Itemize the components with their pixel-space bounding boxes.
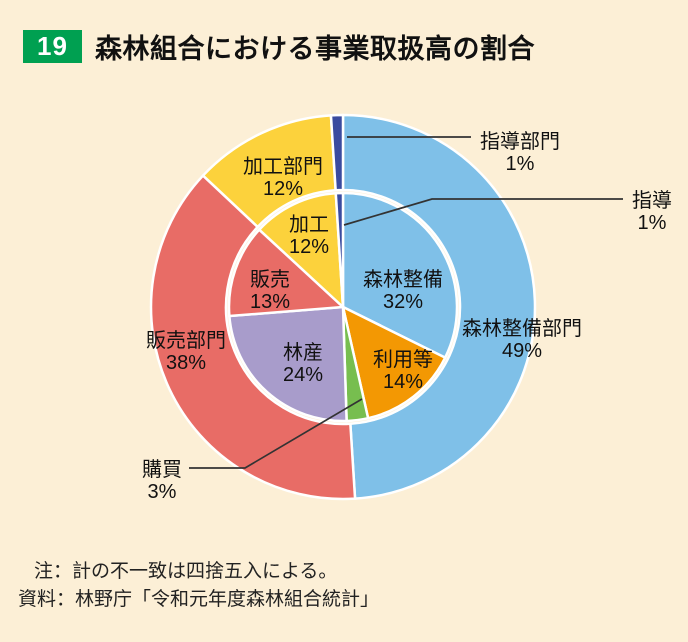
slice-label-outer_ring-1: 販売部門 38% [146, 330, 226, 374]
figure-number-badge: 19 [23, 30, 82, 63]
inner-slice-1 [341, 305, 447, 420]
callout-line-1 [343, 198, 623, 226]
slice-label-inner_ring-5: 加工 12% [289, 214, 329, 258]
slice-label-inner_ring-1: 利用等 14% [373, 349, 433, 393]
inner-slice-0 [341, 191, 459, 359]
slice-label-outer_ring-2: 加工部門 12% [243, 156, 323, 200]
slice-label-inner_ring-2: 購買 3% [142, 459, 182, 503]
slice-percent: 1% [505, 153, 535, 175]
outer-slice-1 [149, 174, 357, 501]
slice-name: 販売 [250, 269, 290, 291]
slice-name: 林産 [283, 342, 323, 364]
inner-slice-4 [227, 228, 345, 318]
slice-percent: 38% [165, 352, 207, 374]
slice-name: 森林整備 [363, 269, 443, 291]
slice-name: 加工部門 [243, 156, 323, 178]
slice-label-inner_ring-6: 指導 1% [632, 190, 672, 234]
slice-label-inner_ring-4: 販売 13% [250, 269, 290, 313]
slice-percent: 32% [382, 291, 424, 313]
outer-slice-0 [341, 113, 537, 500]
inner-slice-6 [334, 191, 345, 309]
inner-slice-3 [228, 305, 348, 423]
callout-line-2 [189, 398, 363, 469]
slice-percent: 49% [501, 340, 543, 362]
slice-name: 森林整備部門 [462, 318, 582, 340]
outer-slice-3 [329, 113, 345, 192]
slice-name: 指導 [632, 190, 672, 212]
slice-name: 利用等 [373, 349, 433, 371]
slice-percent: 3% [147, 481, 177, 503]
slice-label-inner_ring-3: 林産 24% [283, 342, 323, 386]
chart-note: 注：計の不一致は四捨五入による。 [34, 561, 338, 582]
slice-percent: 12% [262, 178, 304, 200]
chart-source: 資料：林野庁「令和元年度森林組合統計」 [18, 589, 380, 610]
slice-percent: 13% [249, 291, 291, 313]
slice-name: 販売部門 [146, 330, 226, 352]
chart-footnotes: 注：計の不一致は四捨五入による。 資料：林野庁「令和元年度森林組合統計」 [18, 558, 379, 614]
slice-label-outer_ring-0: 森林整備部門 49% [462, 318, 582, 362]
slice-name: 加工 [289, 214, 329, 236]
slice-percent: 1% [637, 212, 667, 234]
slice-label-outer_ring-3: 指導部門 1% [480, 131, 560, 175]
slice-name: 購買 [142, 459, 182, 481]
slice-percent: 12% [288, 236, 330, 258]
figure-header: 19 森林組合における事業取扱高の割合 [23, 27, 678, 66]
slice-percent: 14% [382, 371, 424, 393]
inner-slice-5 [258, 191, 345, 309]
slice-label-inner_ring-0: 森林整備 32% [363, 269, 443, 313]
slice-percent: 24% [282, 364, 324, 386]
slice-name: 指導部門 [480, 131, 560, 153]
figure-title: 森林組合における事業取扱高の割合 [95, 34, 535, 64]
